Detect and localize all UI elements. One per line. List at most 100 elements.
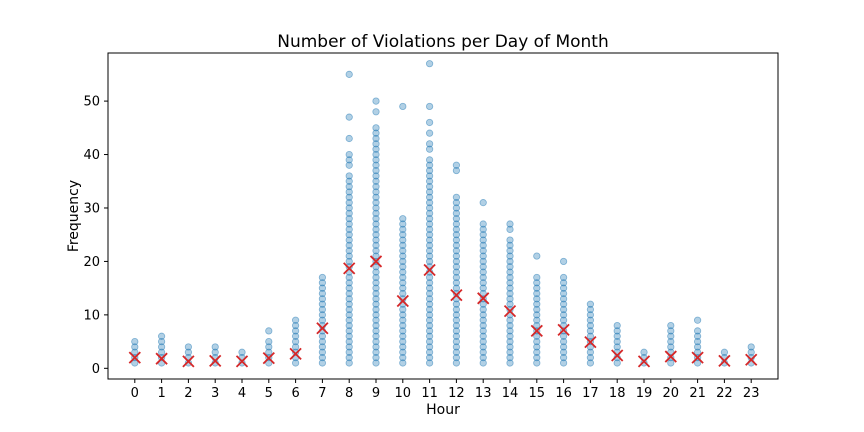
data-point: [399, 225, 407, 233]
data-point: [452, 348, 460, 356]
data-point: [559, 300, 568, 308]
mean-markers-layer: [128, 255, 758, 368]
data-point: [452, 199, 460, 207]
data-point: [399, 343, 407, 351]
data-point: [345, 257, 353, 266]
data-point: [131, 348, 139, 356]
data-point: [372, 241, 380, 249]
data-point: [399, 332, 407, 340]
mean-marker: [611, 349, 624, 362]
mean-marker: [128, 351, 141, 364]
data-point: [479, 332, 487, 340]
mean-marker: [718, 354, 731, 367]
data-point: [479, 337, 487, 346]
x-tick-label: 23: [743, 386, 760, 401]
data-point: [425, 316, 434, 324]
data-point: [318, 289, 326, 298]
data-point: [318, 359, 326, 367]
data-point: [425, 241, 434, 249]
data-point: [452, 193, 460, 201]
data-point: [559, 289, 568, 298]
data-point: [158, 337, 166, 346]
data-point: [372, 263, 380, 271]
data-point: [452, 241, 460, 249]
data-point: [399, 241, 407, 249]
data-point: [479, 268, 487, 276]
data-point: [425, 295, 434, 303]
data-point: [693, 359, 702, 367]
data-point: [318, 300, 326, 308]
data-point: [372, 284, 380, 292]
data-point: [265, 343, 273, 351]
data-point: [238, 359, 246, 367]
data-point: [425, 172, 434, 180]
data-point: [425, 305, 434, 314]
data-point: [345, 188, 353, 196]
data-point: [533, 305, 541, 314]
data-point: [479, 359, 487, 367]
data-point: [345, 305, 353, 314]
data-point: [452, 225, 460, 233]
mean-marker: [262, 352, 275, 365]
data-point: [345, 321, 353, 330]
data-point: [291, 316, 300, 324]
data-point: [265, 327, 273, 335]
data-point: [399, 279, 407, 287]
data-point: [506, 332, 514, 340]
data-point: [345, 113, 353, 121]
data-point: [479, 316, 487, 324]
data-point: [372, 108, 380, 116]
y-tick-label: 50: [83, 95, 100, 110]
data-point: [425, 279, 434, 287]
data-point: [425, 145, 434, 153]
data-point: [265, 359, 273, 367]
x-tick-label: 7: [318, 386, 326, 401]
x-tick-label: 1: [157, 386, 165, 401]
data-point: [747, 343, 755, 351]
data-point: [452, 343, 460, 351]
data-point: [345, 273, 353, 282]
data-point: [345, 70, 353, 78]
data-point: [345, 220, 353, 228]
data-point: [372, 97, 380, 105]
data-point: [345, 284, 353, 292]
data-point: [479, 354, 487, 362]
chart-title: Number of Violations per Day of Month: [277, 32, 609, 52]
data-point: [372, 177, 380, 185]
data-point: [425, 204, 434, 212]
data-point: [559, 279, 568, 287]
data-point: [533, 284, 541, 292]
data-point: [399, 231, 407, 239]
data-point: [693, 343, 702, 351]
data-point: [345, 337, 353, 346]
data-point: [506, 273, 514, 282]
data-point: [613, 321, 621, 330]
data-point: [452, 305, 460, 314]
data-point: [452, 289, 460, 298]
data-point: [479, 327, 487, 335]
data-point: [425, 177, 434, 185]
data-point: [158, 348, 166, 356]
data-point: [345, 150, 353, 159]
data-point: [372, 279, 380, 287]
data-point: [265, 337, 273, 346]
data-point: [425, 183, 434, 191]
data-point: [425, 273, 434, 282]
y-tick-label: 40: [83, 148, 100, 163]
data-point: [291, 321, 300, 330]
data-point: [345, 183, 353, 191]
data-point: [559, 295, 568, 303]
data-point: [667, 332, 675, 340]
x-tick-label: 20: [663, 386, 680, 401]
mean-marker: [450, 288, 463, 302]
data-point: [533, 316, 541, 324]
data-point: [452, 166, 460, 175]
x-tick-label: 17: [582, 386, 599, 401]
data-point: [372, 188, 380, 196]
data-point: [345, 215, 353, 223]
data-point: [506, 225, 514, 233]
data-point: [425, 236, 434, 244]
data-point: [345, 134, 353, 143]
data-point: [318, 343, 326, 351]
data-point: [372, 172, 380, 180]
